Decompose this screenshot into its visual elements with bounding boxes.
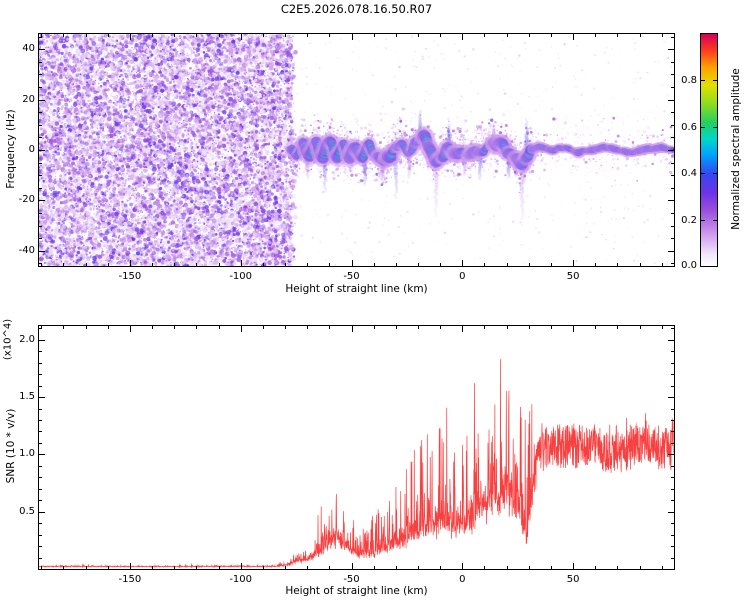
y-tick-label: 1.0 — [19, 448, 35, 460]
x-tick-label: -50 — [343, 574, 360, 585]
x-tick-label: -50 — [343, 271, 360, 282]
y-tick-label: 20 — [22, 93, 35, 105]
snr-panel — [38, 325, 675, 570]
x-tick-label: -150 — [118, 574, 142, 585]
colorbar-tick-label: 0.4 — [681, 167, 697, 179]
x-tick-label: 0 — [459, 574, 466, 585]
x-tick-label: -150 — [118, 271, 142, 282]
y-tick-label: 40 — [22, 43, 35, 55]
colorbar-tick-label: 0.8 — [681, 74, 697, 86]
colorbar-tick-label: 0.2 — [681, 214, 697, 226]
y-tick-label: -20 — [18, 194, 35, 206]
y-tick-label: 2.0 — [19, 333, 35, 345]
colorbar-tick-label: 0.0 — [681, 260, 697, 271]
snr-axis-label: SNR (10 * v/v) — [5, 408, 17, 484]
y-tick-label: 1.5 — [19, 391, 35, 403]
y-tick-label: -40 — [18, 244, 35, 256]
snr-x-axis-label: Height of straight line (km) — [285, 585, 428, 597]
x-tick-label: 50 — [566, 574, 580, 585]
x-tick-label: 0 — [459, 271, 466, 282]
colorbar-canvas — [701, 34, 717, 266]
spectrogram-x-axis-label: Height of straight line (km) — [285, 283, 428, 295]
figure-title: C2E5.2026.078.16.50.R07 — [280, 2, 433, 16]
colorbar-axis-label: Normalized spectral amplitude — [730, 68, 742, 230]
colorbar-tick-label: 0.6 — [681, 121, 697, 133]
y-tick-label: 0 — [28, 144, 35, 155]
x-tick-label: -100 — [229, 574, 253, 585]
x-tick-label: -100 — [229, 271, 253, 282]
snr-canvas — [39, 326, 674, 569]
x-tick-label: 50 — [566, 271, 580, 282]
spectrogram-canvas — [39, 34, 674, 266]
spectrogram-panel — [38, 33, 675, 267]
y-tick-label: 0.5 — [19, 505, 35, 517]
colorbar — [700, 33, 718, 267]
